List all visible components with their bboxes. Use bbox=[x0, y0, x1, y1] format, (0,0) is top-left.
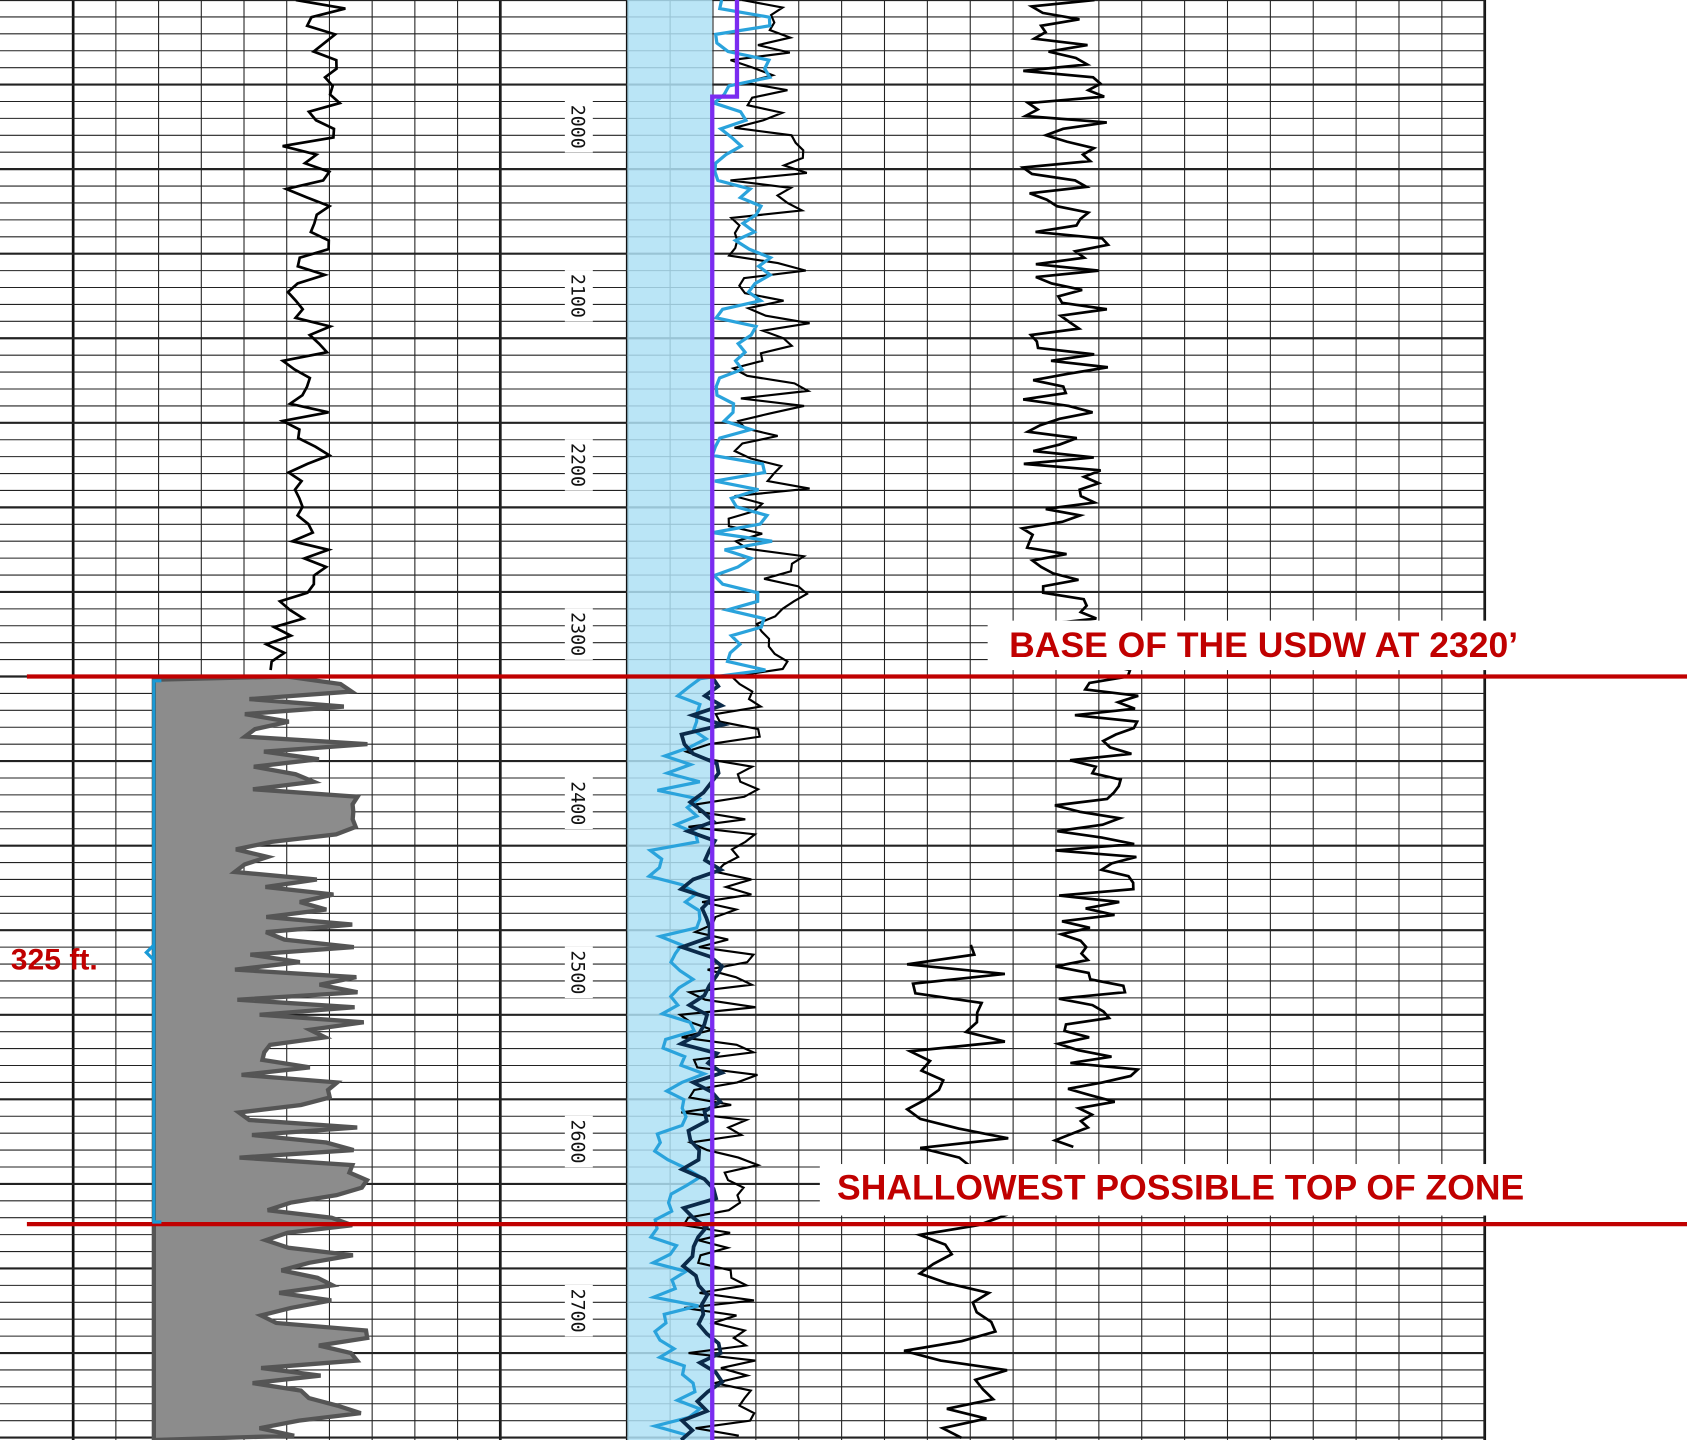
depth-label: 2700 bbox=[566, 1289, 587, 1333]
depth-label: 2200 bbox=[566, 443, 587, 487]
top-zone-label: SHALLOWEST POSSIBLE TOP OF ZONE bbox=[837, 1167, 1524, 1207]
depth-label: 2000 bbox=[566, 105, 587, 149]
page: 2000 2100 2200 2300 2400 2500 2600 2700 BASE OF… bbox=[0, 0, 1687, 1440]
depth-labels: 2000 2100 2200 2300 2400 2500 2600 2700 bbox=[565, 101, 593, 1336]
depth-label: 2100 bbox=[566, 274, 587, 318]
depth-label: 2400 bbox=[566, 781, 587, 825]
base-usdw-label: BASE OF THE USDW AT 2320’ bbox=[1009, 625, 1518, 665]
well-log: 2000 2100 2200 2300 2400 2500 2600 2700 BASE OF… bbox=[0, 0, 1687, 1440]
sonic-curve bbox=[1022, 0, 1138, 1147]
depth-label: 2300 bbox=[566, 612, 587, 656]
gamma-curve bbox=[266, 0, 345, 670]
depth-label: 2600 bbox=[566, 1119, 587, 1163]
depth-label: 2500 bbox=[566, 950, 587, 994]
thickness-label: 325 ft. bbox=[11, 944, 98, 977]
gamma-fill bbox=[154, 677, 368, 1440]
